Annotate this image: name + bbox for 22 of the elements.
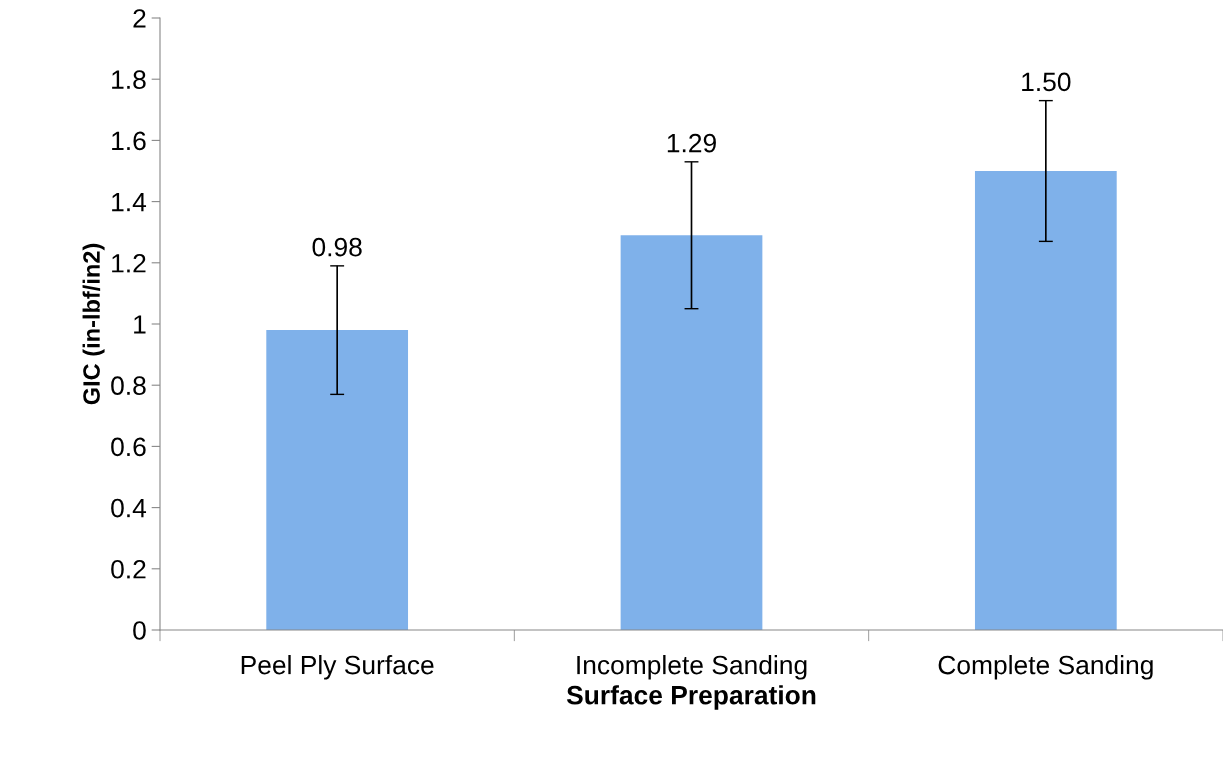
bar — [620, 235, 763, 630]
y-tick-label: 1.2 — [112, 253, 146, 273]
y-tick-label: 1 — [134, 315, 146, 334]
y-tick-label: 1.6 — [112, 131, 146, 151]
x-tick-label: Complete Sanding — [938, 655, 1153, 680]
y-tick-label: 2 — [133, 9, 146, 28]
bar — [974, 171, 1117, 630]
y-tick-label: 1.4 — [112, 193, 147, 212]
x-axis-title: Surface Preparation — [566, 685, 816, 710]
bar — [266, 330, 409, 630]
y-tick-label: 0.6 — [111, 437, 146, 457]
y-tick-label: 1.8 — [112, 70, 146, 90]
data-label: 0.98 — [312, 237, 362, 257]
y-tick-label: 0.2 — [111, 559, 146, 579]
data-label: 1.50 — [1022, 72, 1071, 92]
y-tick-label: 0.8 — [111, 376, 146, 396]
data-label: 1.29 — [667, 133, 716, 153]
y-tick-label: 0.4 — [111, 498, 147, 518]
y-axis-title: GIC (in-lbf/in2) — [82, 243, 105, 405]
y-tick-label: 0 — [133, 621, 146, 640]
x-tick-label: Peel Ply Surface — [241, 655, 434, 680]
x-tick-label: Incomplete Sanding — [577, 655, 807, 680]
